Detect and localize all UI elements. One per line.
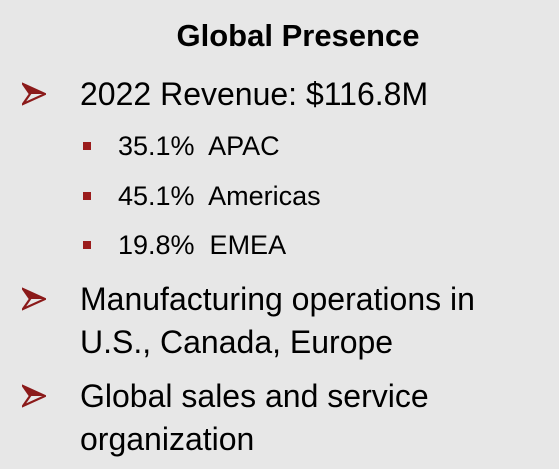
sub-bullet-marker (83, 142, 91, 150)
sub-bullet-marker (83, 192, 91, 200)
sub-bullet-text: 19.8% EMEA (118, 230, 287, 260)
bullet-text: Manufacturing operations in U.S., Canada… (80, 281, 475, 360)
bullet-text: 2022 Revenue: $116.8M (80, 76, 429, 112)
sub-bullet-marker (83, 241, 91, 249)
bullet-arrow (22, 82, 46, 106)
bullet-arrow (22, 384, 46, 408)
bullet-text: Global sales and service organization (80, 378, 429, 457)
sub-bullet-text: 35.1% APAC (118, 131, 280, 161)
slide-title: Global Presence (176, 18, 420, 53)
bullet-arrow (22, 287, 46, 311)
sub-bullet-text: 45.1% Americas (118, 181, 321, 211)
